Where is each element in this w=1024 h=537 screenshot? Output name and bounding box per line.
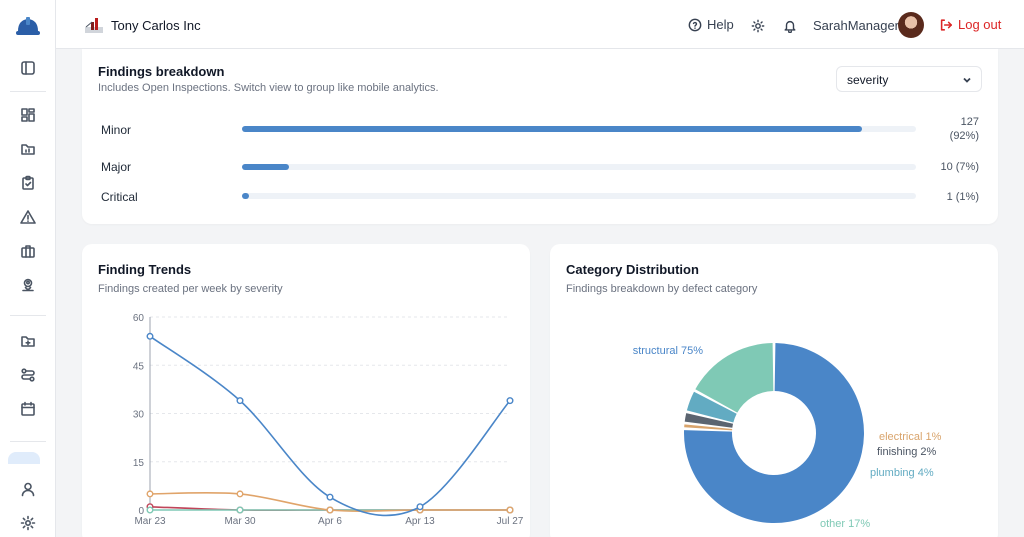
toggle-sidebar-icon[interactable] xyxy=(17,57,39,79)
help-button[interactable]: Help xyxy=(688,17,734,32)
donut-slice[interactable] xyxy=(686,391,737,423)
x-tick-label: Jul 27 xyxy=(497,516,524,527)
y-tick-label: 15 xyxy=(133,458,145,469)
slice-label: finishing 2% xyxy=(877,446,937,458)
data-point[interactable] xyxy=(506,506,514,514)
workflow-icon[interactable] xyxy=(17,364,39,386)
breakdown-bar-track xyxy=(242,164,916,170)
y-tick-label: 30 xyxy=(133,410,145,421)
data-point[interactable] xyxy=(506,397,514,405)
breakdown-row-count: 127 xyxy=(960,116,979,128)
breakdown-row-label: Critical xyxy=(101,190,138,204)
breakdown-bar-fill xyxy=(242,164,290,170)
breakdown-row-label: Minor xyxy=(101,123,132,137)
breakdown-bar-fill xyxy=(242,193,249,199)
sidebar-collapse-tab[interactable] xyxy=(8,452,40,464)
y-tick-label: 45 xyxy=(133,361,145,372)
x-tick-label: Apr 6 xyxy=(318,516,342,527)
breakdown-row-value: 1 (1%) xyxy=(946,191,979,203)
help-label: Help xyxy=(707,17,734,32)
breakdown-row-value: 10 (7%) xyxy=(940,161,979,173)
data-point[interactable] xyxy=(236,490,244,498)
top-header: Tony Carlos Inc Help SarahManager Log ou… xyxy=(56,0,1024,49)
logout-button[interactable]: Log out xyxy=(939,17,1001,32)
logout-label: Log out xyxy=(958,17,1002,32)
finding-trends-card: Finding Trends Findings created per week… xyxy=(82,244,530,537)
donut-slice[interactable] xyxy=(684,343,864,523)
category-donut-chart: structural 75% electrical 1% finishing 2% p… xyxy=(633,343,942,530)
data-point[interactable] xyxy=(236,397,244,405)
location-user-icon[interactable] xyxy=(17,274,39,296)
chevron-down-icon xyxy=(962,74,972,84)
sidebar xyxy=(0,0,56,537)
data-point[interactable] xyxy=(146,332,154,340)
series-line xyxy=(149,335,511,517)
dashboard-icon[interactable] xyxy=(17,104,39,126)
trends-subtitle: Findings created per week by severity xyxy=(98,283,283,295)
sidebar-divider xyxy=(10,441,46,442)
group-by-select[interactable]: severity xyxy=(836,66,982,92)
y-tick-label: 60 xyxy=(133,313,145,324)
finding-trends-line-chart: 0 15 30 45 60 Mar 23 Mar 30 Apr 6 Apr 13 Jul 27 xyxy=(133,313,524,527)
folder-chart-icon[interactable] xyxy=(17,138,39,160)
category-distribution-card: Category Distribution Findings breakdown… xyxy=(550,244,998,537)
briefcase-icon[interactable] xyxy=(17,240,39,262)
user-name[interactable]: SarahManager xyxy=(813,18,899,33)
theme-toggle-sun-icon[interactable] xyxy=(750,18,766,34)
calendar-icon[interactable] xyxy=(17,398,39,420)
breakdown-bar-track xyxy=(242,193,916,199)
slice-label: plumbing 4% xyxy=(870,467,934,479)
sidebar-divider xyxy=(10,91,46,92)
user-icon[interactable] xyxy=(17,478,39,500)
user-avatar[interactable] xyxy=(898,12,924,38)
breakdown-title: Findings breakdown xyxy=(98,64,225,79)
sidebar-divider xyxy=(10,315,46,316)
trends-title: Finding Trends xyxy=(98,262,192,277)
findings-breakdown-card: Findings breakdown Includes Open Inspect… xyxy=(82,49,998,224)
breakdown-row-value: 127 (92%) xyxy=(950,115,979,143)
slice-label: structural 75% xyxy=(633,345,704,357)
x-tick-label: Mar 30 xyxy=(224,516,256,527)
data-point[interactable] xyxy=(326,506,334,514)
company-logo-icon[interactable] xyxy=(84,15,104,35)
slice-label: other 17% xyxy=(820,518,870,530)
x-tick-label: Mar 23 xyxy=(134,516,166,527)
logout-icon xyxy=(940,18,953,31)
hard-hat-logo-icon[interactable] xyxy=(15,14,41,38)
notifications-bell-icon[interactable] xyxy=(782,18,798,34)
distribution-subtitle: Findings breakdown by defect category xyxy=(566,283,758,295)
data-point[interactable] xyxy=(416,503,424,511)
settings-gear-icon[interactable] xyxy=(17,512,39,534)
breakdown-bar-fill xyxy=(242,126,863,132)
data-point[interactable] xyxy=(326,493,334,501)
company-name[interactable]: Tony Carlos Inc xyxy=(111,18,201,33)
folder-add-icon[interactable] xyxy=(17,330,39,352)
donut-slice[interactable] xyxy=(684,424,733,431)
y-tick-label: 0 xyxy=(138,506,144,517)
breakdown-row-label: Major xyxy=(101,160,132,174)
group-by-value: severity xyxy=(847,73,889,87)
slice-label: electrical 1% xyxy=(879,431,942,443)
clipboard-check-icon[interactable] xyxy=(17,172,39,194)
distribution-title: Category Distribution xyxy=(566,262,699,277)
breakdown-subtitle: Includes Open Inspections. Switch view t… xyxy=(98,82,439,94)
x-tick-label: Apr 13 xyxy=(405,516,435,527)
breakdown-row-percent: (92%) xyxy=(949,130,979,142)
donut-slice[interactable] xyxy=(695,343,774,413)
help-circle-icon xyxy=(688,18,702,31)
warning-icon[interactable] xyxy=(17,206,39,228)
data-point[interactable] xyxy=(146,490,154,498)
breakdown-bar-track xyxy=(242,126,916,132)
data-point[interactable] xyxy=(236,506,244,514)
data-point[interactable] xyxy=(146,506,154,514)
donut-slice[interactable] xyxy=(684,413,734,428)
